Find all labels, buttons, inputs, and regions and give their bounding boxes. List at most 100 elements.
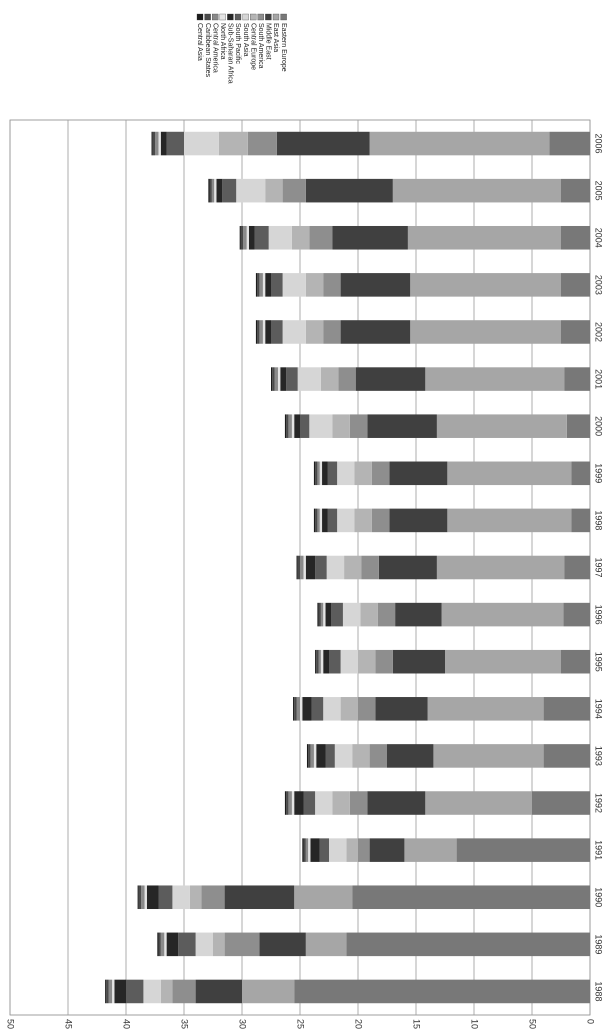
- bar-segment-1990-11: [137, 885, 139, 910]
- category-label: 2006: [594, 134, 604, 154]
- bar-segment-1995-8: [320, 649, 324, 674]
- bar-segment-1993-8: [313, 744, 317, 768]
- bar-segment-1993-7: [316, 744, 326, 768]
- bar-segment-1999-4: [354, 461, 372, 486]
- bar-segment-1997-5: [326, 555, 345, 580]
- bar-segment-1991-6: [319, 838, 329, 862]
- bar-segment-1994-4: [340, 697, 358, 721]
- category-label: 2003: [594, 275, 604, 295]
- bar-segment-1989-7: [166, 932, 179, 957]
- bar-segment-2004-8: [246, 225, 249, 250]
- bar-segment-2000-0: [566, 414, 590, 438]
- bar-segment-1998-1: [447, 508, 572, 533]
- bar-segment-1990-2: [224, 885, 295, 910]
- category-label: 1989: [594, 934, 604, 954]
- bar-segment-2002-3: [323, 320, 341, 344]
- bar-segment-1995-10: [316, 649, 319, 674]
- bar-segment-1999-11: [313, 461, 316, 486]
- bar-segment-2003-7: [265, 273, 271, 297]
- bar-segment-1993-1: [433, 744, 544, 768]
- legend-swatch: [212, 13, 219, 21]
- bar-segment-1999-0: [571, 461, 590, 486]
- legend: Central Asia Caribbean States Central Amer…: [196, 13, 287, 84]
- bar-segment-1999-5: [337, 461, 355, 486]
- bar-segment-1997-4: [344, 555, 362, 580]
- bar-segment-1992-3: [349, 791, 368, 815]
- legend-swatch: [272, 13, 280, 21]
- bar-segment-1996-0: [563, 602, 590, 627]
- bar-segment-1998-7: [322, 508, 328, 533]
- bar-segment-2005-2: [305, 178, 393, 203]
- bar-segment-2004-5: [268, 225, 292, 250]
- bar-segment-1997-7: [305, 555, 316, 580]
- bar-segment-2003-0: [561, 273, 590, 297]
- bar-segment-2006-4: [218, 131, 248, 156]
- bar-segment-1999-3: [371, 461, 390, 486]
- bar-segment-2002-7: [265, 320, 271, 344]
- bar-segment-1989-1: [305, 932, 347, 957]
- bar-segment-1997-2: [378, 555, 437, 580]
- bar-segment-1990-7: [146, 885, 159, 910]
- category-axis-labels: 1988 1989 1990 1991 1992 1993 1994 1995 1996 1997…: [594, 134, 604, 1002]
- bar-segment-1992-9: [288, 791, 292, 815]
- bar-segment-1989-5: [195, 932, 213, 957]
- bar-segment-1997-6: [315, 555, 327, 580]
- bar-segment-2001-4: [320, 367, 339, 391]
- bar-segment-1997-1: [436, 555, 565, 580]
- bar-segment-1991-11: [302, 838, 304, 862]
- bar-segment-1995-11: [315, 649, 317, 674]
- bar-segment-1991-9: [305, 838, 309, 862]
- bar-segment-1994-2: [375, 697, 428, 721]
- bar-segment-1991-3: [358, 838, 370, 862]
- bar-segment-1995-5: [340, 649, 358, 674]
- bar-segment-1993-2: [387, 744, 434, 768]
- value-axis-ticks: 0 50 100 150 200 250 300 350 400 450 500: [6, 1019, 596, 1029]
- bar-segment-1990-10: [138, 885, 142, 910]
- bar-segment-1992-2: [367, 791, 426, 815]
- bar-segment-1998-8: [319, 508, 323, 533]
- bar-segment-1997-8: [303, 555, 306, 580]
- bar-segment-1994-6: [311, 697, 324, 721]
- legend-label: Central America: [211, 23, 218, 73]
- bar-segment-2000-6: [300, 414, 310, 438]
- legend-swatch: [234, 13, 242, 21]
- bar-segment-1999-7: [322, 461, 328, 486]
- value-tick-label: 150: [412, 1019, 422, 1029]
- bar-segment-2004-7: [248, 225, 255, 250]
- bar-segment-1997-3: [361, 555, 379, 580]
- bar-segment-1999-2: [389, 461, 448, 486]
- bar-segment-2000-5: [309, 414, 333, 438]
- bar-segment-1991-10: [303, 838, 306, 862]
- bar-segment-1994-3: [358, 697, 376, 721]
- bar-segment-1990-3: [201, 885, 225, 910]
- category-label: 1997: [594, 557, 604, 577]
- bar-segment-2003-3: [323, 273, 341, 297]
- bar-segment-2005-10: [209, 178, 212, 203]
- bar-segment-1989-0: [346, 932, 590, 957]
- bar-segment-1994-5: [323, 697, 341, 721]
- bar-segment-2005-3: [282, 178, 306, 203]
- bar-segment-1996-8: [323, 602, 326, 627]
- bar-segment-1996-7: [325, 602, 332, 627]
- bar-segment-1991-0: [456, 838, 590, 862]
- bar-segment-1988-11: [105, 979, 107, 1004]
- value-tick-label: 0: [586, 1019, 596, 1024]
- bar-segment-1991-2: [369, 838, 405, 862]
- bar-segment-1993-9: [310, 744, 314, 768]
- bar-segment-2000-10: [286, 414, 289, 438]
- bar-segment-2006-2: [276, 131, 370, 156]
- bar-segment-1990-1: [294, 885, 353, 910]
- bar-segment-1995-1: [445, 649, 561, 674]
- value-tick-label: 400: [122, 1019, 132, 1029]
- bar-segment-2000-3: [349, 414, 368, 438]
- bar-segment-2004-6: [254, 225, 269, 250]
- legend-label: Eastern Europe: [280, 23, 287, 72]
- bar-segment-1990-4: [189, 885, 202, 910]
- bar-segment-1997-11: [296, 555, 298, 580]
- bar-segment-2005-5: [236, 178, 266, 203]
- bar-segment-1995-2: [392, 649, 445, 674]
- bar-segment-1989-2: [259, 932, 306, 957]
- bar-segment-2004-1: [407, 225, 561, 250]
- bar-segment-2004-11: [239, 225, 241, 250]
- bar-segment-1994-11: [293, 697, 295, 721]
